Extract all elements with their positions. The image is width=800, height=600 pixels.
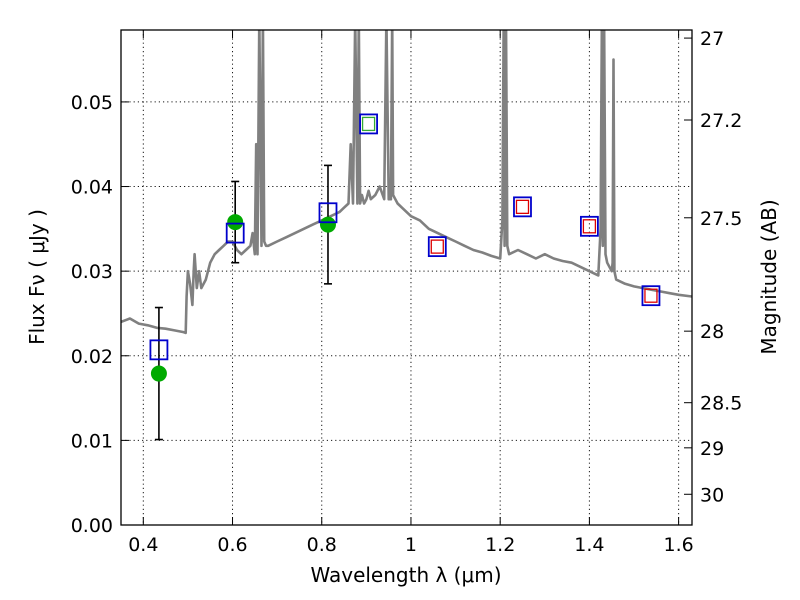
plot-background [121,30,692,525]
marker-layer [149,113,661,441]
observed-point [227,214,244,231]
right-tick-label: 28.5 [700,393,742,415]
right-tick-label: 30 [700,484,724,506]
y-axis-label: Flux Fν ( μJy ) [25,209,49,345]
right-tick-label: 29 [700,438,724,460]
grid-layer [121,30,692,525]
model-square [225,222,245,244]
inner-square [644,288,658,303]
y-tick-label: 0.03 [71,261,113,283]
x-axis-label: Wavelength λ (μm) [310,563,501,587]
y-tick-label: 0.02 [71,346,113,368]
inner-square [515,199,530,214]
model-square [641,285,661,307]
y-tick-label: 0.04 [71,177,113,199]
x-tick-label: 0.4 [128,534,158,556]
y-tick-label: 0.05 [71,92,113,114]
right-tick-label: 27.5 [700,208,742,230]
inner-square [582,219,597,234]
y-tick-label: 0.01 [71,430,113,452]
x-tick-label: 1.4 [574,534,604,556]
tick-layer: 0.4 0.6 0.8 1 1.2 1.4 1.6 0.00 0.01 0.02 0.03 0.04 0… [71,28,743,556]
model-square [359,113,378,135]
inner-square [430,239,444,254]
x-tick-label: 0.6 [217,534,247,556]
spectrum-layer [121,30,692,335]
model-square [513,196,532,218]
model-square [427,236,447,258]
x-tick-label: 1 [405,534,417,556]
right-axis-label: Magnitude (AB) [757,199,781,354]
right-tick-label: 28 [700,321,724,343]
model-square [579,215,599,237]
plot-frame [120,29,693,526]
inner-square [361,116,376,132]
model-square [318,202,338,224]
model-square [149,339,169,361]
right-tick-label: 27 [700,28,724,50]
right-tick-label: 27.2 [700,110,742,132]
observed-point [150,365,167,382]
y-tick-label: 0.00 [71,515,113,537]
x-tick-label: 0.8 [307,534,337,556]
observed-point [319,216,336,233]
x-tick-label: 1.2 [485,534,515,556]
x-tick-label: 1.6 [664,534,694,556]
spectrum-line [121,30,692,335]
